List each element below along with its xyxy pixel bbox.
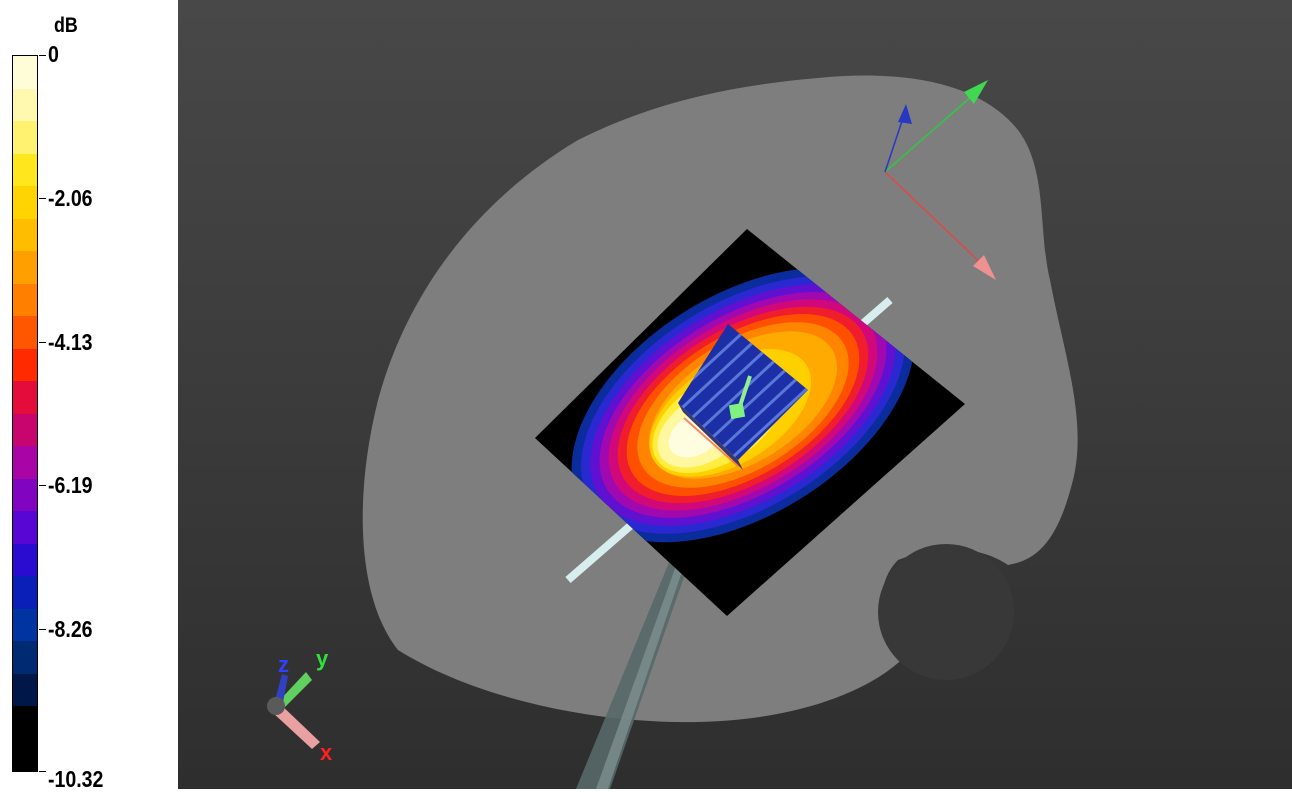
legend-tick-label: -6.19 xyxy=(48,472,93,499)
legend-tick-line xyxy=(39,485,46,487)
colorbar-swatch xyxy=(13,608,37,641)
colorbar-swatch xyxy=(13,153,37,186)
colorbar-swatch xyxy=(13,186,37,219)
colorbar-swatch xyxy=(13,446,37,479)
colorbar-swatch xyxy=(13,478,37,511)
reference-y-axis xyxy=(884,94,974,173)
probe-marker xyxy=(728,402,746,420)
3d-scene: x y z xyxy=(178,0,1292,789)
colorbar-swatch xyxy=(13,121,37,154)
legend-tick-line xyxy=(39,55,46,56)
colorbar-swatch xyxy=(13,641,37,674)
colorbar-swatch xyxy=(13,348,37,381)
phantom-cutout xyxy=(878,544,1014,680)
3d-viewport[interactable]: x y z xyxy=(178,0,1292,789)
triad-x-arrow xyxy=(272,702,320,749)
reference-z-axis xyxy=(884,117,904,173)
probe-cable-highlight xyxy=(596,560,686,789)
colorbar-swatch xyxy=(13,381,37,414)
colorbar-swatch xyxy=(13,413,37,446)
reference-axes xyxy=(884,80,996,280)
colorbar-swatch xyxy=(13,218,37,251)
legend-tick-line xyxy=(39,771,46,772)
colorbar-swatch xyxy=(13,283,37,316)
legend-unit-label: dB xyxy=(54,14,78,37)
legend-tick-label: 0 xyxy=(48,41,59,67)
legend-tick-label: -2.06 xyxy=(48,185,93,212)
orientation-triad[interactable]: x y z xyxy=(267,646,333,765)
zoom-scan-block-side xyxy=(678,403,743,470)
colorbar-swatch xyxy=(13,316,37,349)
reference-z-arrow xyxy=(898,104,912,124)
legend-tick-line xyxy=(39,628,46,630)
colorbar-swatch xyxy=(13,88,37,121)
colorbar-legend: dB 0 -2.06 -4.13 -6.19 -8.26 -10.32 xyxy=(0,0,178,792)
legend-tick-label: -8.26 xyxy=(48,615,93,642)
triad-y-arrow xyxy=(278,672,312,710)
triad-x-label: x xyxy=(320,740,333,765)
colorbar-swatch xyxy=(13,576,37,609)
legend-tick-label: -10.32 xyxy=(48,766,104,792)
triad-z-label: z xyxy=(278,652,289,677)
colorbar xyxy=(12,55,38,772)
colorbar-swatch xyxy=(13,738,37,771)
colorbar-swatch xyxy=(13,511,37,544)
colorbar-swatch xyxy=(13,251,37,284)
colorbar-swatch xyxy=(13,706,37,739)
reference-y-arrow xyxy=(964,80,988,104)
colorbar-swatch xyxy=(13,673,37,706)
reference-x-arrow xyxy=(973,255,996,280)
triad-y-label: y xyxy=(316,646,329,671)
reference-x-axis xyxy=(884,171,987,269)
zoom-scan-red-edge xyxy=(683,417,739,467)
colorbar-swatch xyxy=(13,56,37,89)
colorbar-swatch xyxy=(13,543,37,576)
triad-origin xyxy=(267,697,285,715)
legend-tick-label: -4.13 xyxy=(48,328,93,355)
legend-tick-line xyxy=(39,198,46,200)
legend-tick-line xyxy=(39,341,46,343)
